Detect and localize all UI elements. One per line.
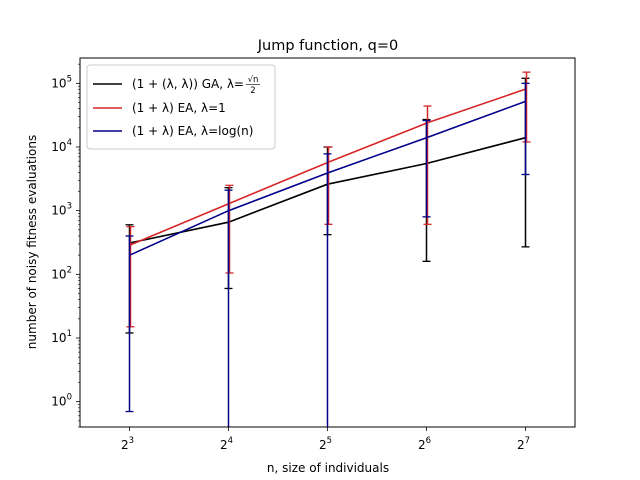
y-tick-base: 10 [51, 204, 66, 218]
series-group [126, 71, 531, 328]
series-line [129, 100, 526, 256]
y-tick-exponent: 2 [67, 265, 72, 275]
legend-fraction-numerator: √n [248, 75, 259, 85]
x-tick-label: 25 [319, 436, 332, 452]
x-tick-base: 2 [319, 438, 327, 452]
x-axis-label: n, size of individuals [267, 461, 389, 475]
plot-area [79, 57, 576, 428]
y-tick-label: 100 [51, 393, 72, 409]
x-tick-base: 2 [418, 438, 426, 452]
y-tick-exponent: 1 [67, 329, 72, 339]
series-layer [125, 71, 531, 427]
legend-fraction-denominator: 2 [250, 86, 255, 96]
x-tick-exponent: 5 [327, 436, 332, 446]
legend-entry: (1 + (λ, λ)) GA, λ= [132, 77, 244, 91]
x-tick-exponent: 3 [129, 436, 134, 446]
y-tick-base: 10 [51, 267, 66, 281]
legend-box [86, 64, 276, 150]
series-line [130, 88, 527, 246]
y-tick-label: 101 [51, 329, 72, 345]
y-tick-base: 10 [51, 140, 66, 154]
y-axis-label: number of noisy fitness evaluations [25, 135, 39, 349]
legend-entry-prefix: (1 + (λ, λ)) GA, λ= [132, 77, 244, 91]
y-tick-base: 10 [51, 76, 66, 90]
y-tick-label: 105 [51, 74, 72, 90]
chart-title: Jump function, q=0 [257, 38, 398, 54]
x-tick-label: 27 [517, 436, 530, 452]
x-tick-label: 23 [121, 436, 134, 452]
y-tick-base: 10 [51, 331, 66, 345]
x-tick-base: 2 [517, 438, 525, 452]
y-tick-exponent: 0 [67, 393, 72, 403]
y-tick-exponent: 5 [67, 74, 72, 84]
y-tick-label: 103 [51, 202, 72, 218]
y-tick-exponent: 3 [67, 202, 72, 212]
x-axis: 23 24 25 26 27 [121, 427, 530, 452]
y-tick-label: 104 [51, 138, 72, 154]
y-tick-label: 102 [51, 265, 72, 281]
y-tick-base: 10 [51, 395, 66, 409]
x-tick-exponent: 4 [228, 436, 233, 446]
legend-entry: (1 + λ) EA, λ=log(n) [132, 124, 253, 138]
x-tick-exponent: 6 [426, 436, 431, 446]
series-group [125, 82, 530, 427]
legend: (1 + (λ, λ)) GA, λ= √n2 (1 + λ) EA, λ=1 (1 … [86, 64, 276, 150]
x-tick-base: 2 [220, 438, 228, 452]
y-tick-exponent: 4 [67, 138, 72, 148]
x-tick-label: 26 [418, 436, 431, 452]
x-tick-base: 2 [121, 438, 129, 452]
x-tick-exponent: 7 [525, 436, 530, 446]
legend-entry: (1 + λ) EA, λ=1 [132, 101, 226, 115]
x-tick-label: 24 [220, 436, 233, 452]
